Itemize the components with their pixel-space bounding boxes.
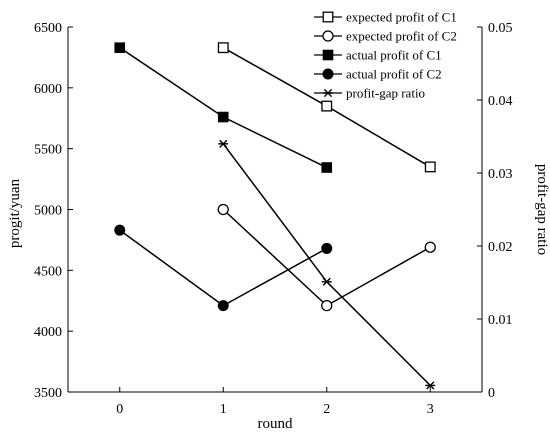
left-y-tick-label: 5000	[34, 204, 62, 219]
data-point	[114, 224, 126, 236]
x-tick-label: 0	[116, 402, 123, 417]
series-line	[222, 208, 431, 307]
legend: expected profit of C1 expected profit of …	[314, 10, 457, 101]
legend-item: actual profit of C1	[314, 48, 442, 63]
x-axis-title: round	[258, 416, 293, 432]
legend-label: expected profit of C2	[346, 29, 457, 44]
data-point	[217, 42, 229, 54]
data-point	[424, 161, 436, 173]
left-y-tick-label: 4000	[34, 325, 62, 340]
data-point	[321, 162, 333, 173]
series-1	[217, 42, 436, 173]
data-point	[218, 139, 229, 148]
left-y-tick-label: 3500	[34, 386, 62, 401]
legend-marker	[322, 68, 334, 80]
series-2	[217, 203, 436, 312]
legend-marker	[322, 30, 334, 42]
legend-item: expected profit of C1	[314, 10, 457, 25]
x-tick-label: 1	[220, 402, 227, 417]
data-point	[217, 203, 229, 216]
left-y-tick-label: 6000	[34, 82, 62, 97]
legend-marker	[322, 11, 334, 23]
left-y-tick-label: 4500	[34, 264, 62, 279]
data-point	[321, 100, 333, 112]
right-y-tick-label: 0.01	[488, 313, 513, 328]
series-5	[218, 139, 436, 390]
series-line	[119, 47, 328, 169]
legend-label: expected profit of C1	[346, 10, 457, 25]
series-3	[114, 42, 333, 173]
axes: 3500 4000 4500 5000 5500 6000 6500 0 0.01 0.02 0.0…	[34, 21, 513, 417]
right-y-axis-title: profit-gap ratio	[534, 164, 550, 255]
data-point	[321, 299, 333, 312]
legend-item: expected profit of C2	[314, 29, 457, 44]
data-point	[217, 300, 229, 312]
left-y-tick-label: 6500	[34, 21, 62, 36]
legend-marker	[322, 49, 334, 61]
legend-marker	[323, 88, 333, 98]
data-point	[217, 111, 229, 123]
right-y-tick-label: 0.02	[488, 240, 513, 255]
right-y-tick-label: 0.05	[488, 21, 513, 36]
legend-label: actual profit of C2	[346, 67, 442, 82]
series-layer	[114, 42, 436, 390]
data-point	[424, 241, 436, 253]
legend-label: profit-gap ratio	[346, 86, 425, 101]
right-y-tick-label: 0.04	[488, 94, 513, 109]
data-point	[321, 277, 332, 286]
right-y-tick-label: 0.03	[488, 167, 513, 182]
legend-item: profit-gap ratio	[314, 86, 425, 101]
legend-label: actual profit of C1	[346, 48, 442, 63]
x-tick-label: 3	[427, 402, 434, 417]
data-point	[114, 42, 126, 53]
data-point	[425, 381, 436, 390]
left-y-axis-title: progit/yuan	[7, 178, 23, 248]
x-tick-label: 2	[323, 402, 330, 417]
left-y-tick-label: 5500	[34, 143, 62, 158]
right-y-tick-label: 0	[488, 386, 495, 401]
legend-item: actual profit of C2	[314, 67, 442, 82]
series-4	[114, 224, 333, 312]
data-point	[321, 242, 333, 254]
